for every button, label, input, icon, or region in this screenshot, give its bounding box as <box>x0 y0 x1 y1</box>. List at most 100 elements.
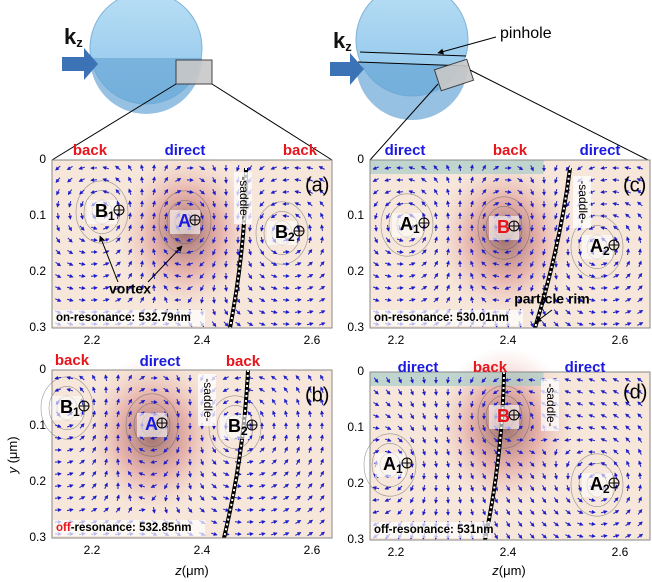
flow-vector <box>436 389 437 395</box>
flow-vector <box>250 237 251 243</box>
flow-vector <box>214 297 215 303</box>
surface-layer <box>370 372 544 386</box>
page: {"schematic":{"left":{"wavevector":{"sym… <box>0 0 652 582</box>
x-axis-title: z(μm) <box>174 563 208 578</box>
x-tick-label: 2.4 <box>500 333 517 347</box>
point-name: B <box>60 397 73 417</box>
saddle-label: -saddle- <box>201 378 215 421</box>
y-tick-label: 0.1 <box>29 208 46 222</box>
flow-vector <box>55 474 61 475</box>
flow-vector <box>235 390 241 391</box>
flow-vector <box>142 213 143 219</box>
panel-label: (a) <box>305 174 329 196</box>
point-name: A <box>590 474 603 494</box>
panel: 00.10.20.32.22.42.6backdirectback(a)B1AB… <box>29 142 332 347</box>
flow-vector <box>448 237 449 243</box>
flow-vector <box>436 509 437 515</box>
flow-vector <box>130 201 131 207</box>
y-tick-label: 0.2 <box>29 474 46 488</box>
point-name: A <box>383 454 396 474</box>
resonance-text: on-resonance: 530.01nm <box>374 312 509 324</box>
flow-vector <box>91 240 97 241</box>
flow-vector <box>235 522 241 523</box>
flow-vector <box>460 413 461 419</box>
y-axis-unit: (μm) <box>5 436 20 467</box>
resonance-text: on-resonance: 532.79nm <box>56 312 191 324</box>
resonance-text: -resonance: 532.85nm <box>71 522 192 534</box>
y-tick-label: 0.2 <box>29 264 46 278</box>
panel-label: (d) <box>623 381 647 403</box>
point-name: B <box>228 416 241 436</box>
wavevector-subscript: z <box>345 39 352 54</box>
flow-label: direct <box>398 359 439 376</box>
flow-vector <box>532 225 533 231</box>
y-tick-label: 0 <box>357 364 364 378</box>
x-tick-label: 2.6 <box>612 545 629 559</box>
flow-vector <box>106 399 107 405</box>
wavevector-symbol: k <box>64 24 77 49</box>
x-axis-title: z(μm) <box>491 563 525 578</box>
x-tick-label: 2.2 <box>388 333 405 347</box>
flow-vector <box>295 324 301 325</box>
schematic-left <box>52 0 332 160</box>
y-tick-label: 0.2 <box>347 264 364 278</box>
wavevector-subscript: z <box>76 35 83 50</box>
y-tick-label: 0.1 <box>29 418 46 432</box>
y-axis-title: y (μm) <box>5 436 20 474</box>
point-name: A <box>178 211 191 231</box>
flow-vector <box>283 252 289 253</box>
x-tick-label: 2.4 <box>500 545 517 559</box>
pinhole-label: pinhole <box>500 25 552 42</box>
wavevector-symbol: k <box>333 28 346 53</box>
y-tick-label: 0.3 <box>347 532 364 546</box>
flow-label: back <box>473 359 508 376</box>
flow-vector <box>247 486 253 487</box>
panel: 00.10.20.32.22.42.6backdirectback(b)B1AB… <box>29 352 332 557</box>
x-tick-label: 2.4 <box>194 333 211 347</box>
flow-vector <box>295 312 301 313</box>
wavevector-label: kz <box>333 28 352 55</box>
point-label: B <box>497 217 510 237</box>
flow-label: direct <box>565 359 606 376</box>
x-tick-label: 2.6 <box>612 333 629 347</box>
flow-label: back <box>73 142 108 159</box>
y-tick-label: 0 <box>39 152 46 166</box>
y-tick-label: 0 <box>39 362 46 376</box>
flow-label: back <box>226 353 261 370</box>
x-tick-label: 2.6 <box>304 333 321 347</box>
flow-label: back <box>283 142 318 159</box>
resonance-highlight: off <box>56 522 71 534</box>
flow-vector <box>91 276 97 277</box>
flow-vector <box>91 180 97 181</box>
resonance-label: off-resonance: 531nm <box>374 524 494 536</box>
flow-vector <box>601 192 607 193</box>
flow-label: direct <box>165 142 206 159</box>
flow-label: direct <box>140 353 181 370</box>
flow-label: back <box>493 142 528 159</box>
resonance-text: off-resonance: 531nm <box>374 524 494 536</box>
point-name: A <box>590 236 603 256</box>
flow-label: direct <box>385 142 426 159</box>
flow-vector <box>58 213 59 219</box>
flow-vector <box>436 497 437 503</box>
flow-vector <box>118 447 119 453</box>
flow-vector <box>376 225 377 231</box>
figure: kzkzpinhole00.10.20.32.22.42.6backdirect… <box>0 0 652 582</box>
flow-vector <box>283 180 289 181</box>
y-tick-label: 0.3 <box>347 320 364 334</box>
flow-label: direct <box>580 142 621 159</box>
point-name: B <box>95 201 108 221</box>
schematic-right <box>330 0 648 160</box>
x-tick-label: 2.4 <box>194 543 211 557</box>
wavevector-label: kz <box>64 24 83 51</box>
y-tick-label: 0.3 <box>29 320 46 334</box>
flow-vector <box>283 216 289 217</box>
flow-vector <box>154 165 155 171</box>
resonance-label: off-resonance: 532.85nm <box>56 522 192 534</box>
point-name: B <box>497 406 510 426</box>
y-tick-label: 0 <box>357 152 364 166</box>
annotation: particle rim <box>514 291 589 307</box>
point-name: A <box>145 414 158 434</box>
saddle-label: -saddle- <box>576 180 590 223</box>
x-tick-label: 2.6 <box>304 543 321 557</box>
